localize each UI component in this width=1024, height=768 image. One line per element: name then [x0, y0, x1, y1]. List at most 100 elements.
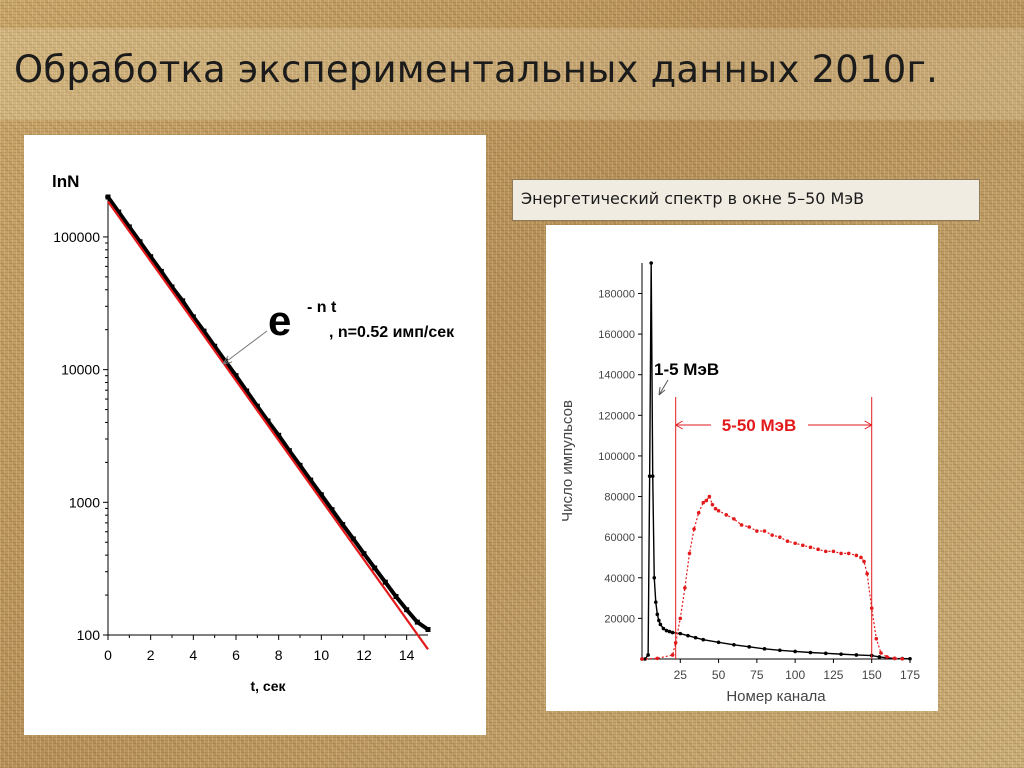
spectrum-point: [646, 653, 650, 657]
data-point: [190, 314, 196, 320]
spectrum-point: [732, 517, 736, 521]
spectrum-point: [664, 628, 669, 633]
y-tick-label: 100: [77, 627, 101, 643]
spectrum-point: [846, 551, 851, 556]
data-point: [393, 594, 399, 600]
spectrum-point: [862, 559, 866, 564]
annotation-exponent: - n t: [307, 299, 337, 316]
spectrum-point: [678, 631, 683, 636]
annotation-text: , n=0.52 имп/сек: [329, 324, 455, 341]
data-point: [233, 373, 239, 379]
spectrum-point: [808, 545, 813, 550]
spectrum-point: [747, 645, 751, 649]
data-point: [286, 448, 292, 454]
spectrum-point: [732, 642, 736, 647]
data-point: [372, 565, 378, 571]
spectrum-point: [658, 622, 663, 627]
data-point: [137, 239, 143, 245]
y-tick-label: 160000: [598, 329, 635, 341]
spectrum-point: [647, 474, 652, 479]
data-point: [148, 254, 154, 260]
spectrum-point: [683, 586, 687, 590]
y-tick-label: 140000: [598, 370, 635, 382]
spectrum-point: [808, 650, 813, 655]
x-tick-label: 50: [712, 668, 726, 682]
spectrum-point: [670, 653, 675, 657]
spectrum-point: [713, 506, 718, 511]
spectrum-point: [652, 575, 657, 580]
x-tick-label: 150: [862, 668, 882, 682]
data-series-line: [106, 195, 430, 632]
x-axis-label: t, сек: [250, 678, 286, 694]
spectrum-point: [859, 555, 863, 560]
spectrum-series-line: [641, 495, 903, 660]
spectrum-point: [655, 656, 660, 661]
title-band: [0, 28, 1024, 120]
data-point: [340, 522, 346, 528]
y-axis-label: Число импульсов: [559, 400, 576, 522]
spectrum-caption-box: Энергетический спектр в окне 5–50 МэВ: [512, 179, 980, 221]
spectrum-point: [770, 533, 774, 537]
data-point: [414, 619, 420, 625]
spectrum-point: [667, 629, 672, 634]
x-tick-label: 25: [674, 668, 688, 682]
y-tick-label: 80000: [604, 492, 635, 504]
spectrum-point: [678, 616, 683, 621]
y-tick-label: 60000: [604, 532, 635, 544]
spectrum-point: [865, 571, 869, 576]
spectrum-point: [762, 529, 767, 533]
spectrum-point: [643, 657, 647, 661]
spectrum-point: [854, 653, 859, 657]
spectrum-point: [701, 500, 706, 505]
spectrum-point: [839, 652, 843, 656]
x-tick-label: 100: [785, 668, 805, 682]
spectrum-point: [696, 510, 701, 515]
spectrum-point: [816, 547, 820, 552]
y-tick-label: 20000: [604, 613, 635, 625]
spectrum-point: [739, 523, 744, 527]
spectrum-point: [640, 657, 644, 661]
data-point: [425, 627, 431, 633]
data-point: [329, 507, 335, 513]
spectrum-point: [778, 535, 782, 539]
spectrum-point: [778, 648, 782, 653]
data-point: [105, 194, 111, 200]
annotation-arrowhead: [222, 355, 233, 365]
spectrum-chart: 25 50 75 100 125 150 175 20000 40000 60000 80000 10…: [559, 261, 920, 705]
data-point: [126, 224, 132, 230]
data-point: [308, 477, 314, 483]
x-tick-label: 125: [823, 668, 843, 682]
spectrum-point: [661, 626, 666, 631]
x-tick-label: 12: [356, 647, 372, 663]
window-arrowhead-left: [675, 420, 683, 430]
spectrum-point: [716, 640, 721, 645]
data-point: [180, 298, 186, 304]
y-tick-label: 120000: [598, 410, 635, 422]
spectrum-point: [653, 600, 658, 604]
spectrum-series-line: [642, 262, 911, 660]
y-tick-label: 100000: [53, 229, 100, 245]
data-point: [350, 536, 356, 542]
annotation-base: e: [268, 297, 291, 344]
spectrum-point: [801, 543, 805, 548]
spectrum-point: [839, 551, 843, 556]
spectrum-point: [755, 529, 759, 533]
data-point: [244, 388, 250, 394]
y-tick-label: 180000: [598, 288, 635, 300]
spectrum-point: [670, 630, 675, 635]
spectrum-point: [724, 513, 729, 517]
data-point: [404, 607, 410, 613]
spectrum-point: [650, 474, 655, 479]
spectrum-point: [655, 612, 660, 617]
spectrum-point: [710, 502, 715, 507]
x-tick-label: 2: [147, 647, 155, 663]
y-tick-label: 40000: [604, 573, 635, 585]
x-tick-label: 10: [314, 647, 330, 663]
x-tick-label: 175: [900, 668, 920, 682]
x-tick-label: 8: [275, 647, 283, 663]
x-tick-label: 75: [750, 668, 764, 682]
decay-chart-panel: 0 2 4 6 8 10 12 14 100 1000 10000 100000 t, сек lnN e -…: [24, 135, 486, 735]
spectrum-point: [704, 498, 709, 503]
spectrum-point: [707, 494, 712, 499]
spectrum-point: [877, 655, 882, 659]
